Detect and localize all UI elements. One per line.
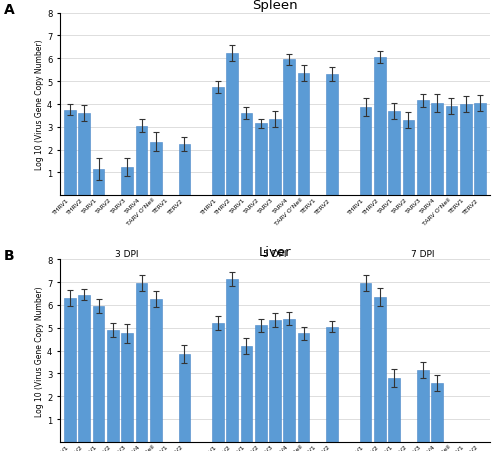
Bar: [284, 60, 295, 196]
Bar: [178, 354, 190, 442]
Bar: [212, 87, 224, 196]
Text: B: B: [4, 249, 14, 262]
Title: Spleen: Spleen: [252, 0, 298, 12]
Title: Liver: Liver: [258, 245, 292, 258]
Bar: [431, 383, 443, 442]
Bar: [269, 320, 281, 442]
Bar: [136, 126, 147, 196]
Text: A: A: [4, 3, 15, 17]
Bar: [388, 378, 400, 442]
Bar: [298, 74, 310, 196]
Bar: [122, 167, 133, 196]
Bar: [107, 330, 119, 442]
Bar: [446, 107, 457, 196]
Bar: [374, 297, 386, 442]
Bar: [326, 75, 338, 196]
Bar: [122, 334, 133, 442]
Bar: [417, 101, 428, 196]
Bar: [402, 121, 414, 196]
Bar: [64, 299, 76, 442]
Bar: [64, 110, 76, 196]
Bar: [136, 284, 147, 442]
Bar: [326, 327, 338, 442]
Bar: [417, 370, 428, 442]
Bar: [298, 334, 310, 442]
Bar: [78, 295, 90, 442]
Bar: [269, 120, 281, 196]
Bar: [255, 124, 266, 196]
Bar: [226, 279, 238, 442]
Bar: [226, 53, 238, 196]
Bar: [388, 111, 400, 196]
Text: 3 DPI: 3 DPI: [116, 249, 139, 258]
Bar: [460, 105, 471, 196]
Bar: [255, 326, 266, 442]
Bar: [78, 114, 90, 196]
Bar: [284, 319, 295, 442]
Text: 5 DPI: 5 DPI: [263, 249, 286, 258]
Bar: [431, 104, 443, 196]
Bar: [474, 104, 486, 196]
Bar: [360, 284, 372, 442]
Y-axis label: Log 10 (Virus Gene Copy Number): Log 10 (Virus Gene Copy Number): [35, 285, 44, 416]
Bar: [212, 323, 224, 442]
Bar: [150, 299, 162, 442]
Bar: [178, 145, 190, 196]
Bar: [240, 346, 252, 442]
Y-axis label: Log 10 (Virus Gene Copy Number): Log 10 (Virus Gene Copy Number): [35, 40, 44, 170]
Bar: [93, 170, 104, 196]
Bar: [93, 306, 104, 442]
Bar: [150, 143, 162, 196]
Bar: [374, 58, 386, 196]
Bar: [360, 108, 372, 196]
Text: 7 DPI: 7 DPI: [411, 249, 434, 258]
Bar: [240, 114, 252, 196]
